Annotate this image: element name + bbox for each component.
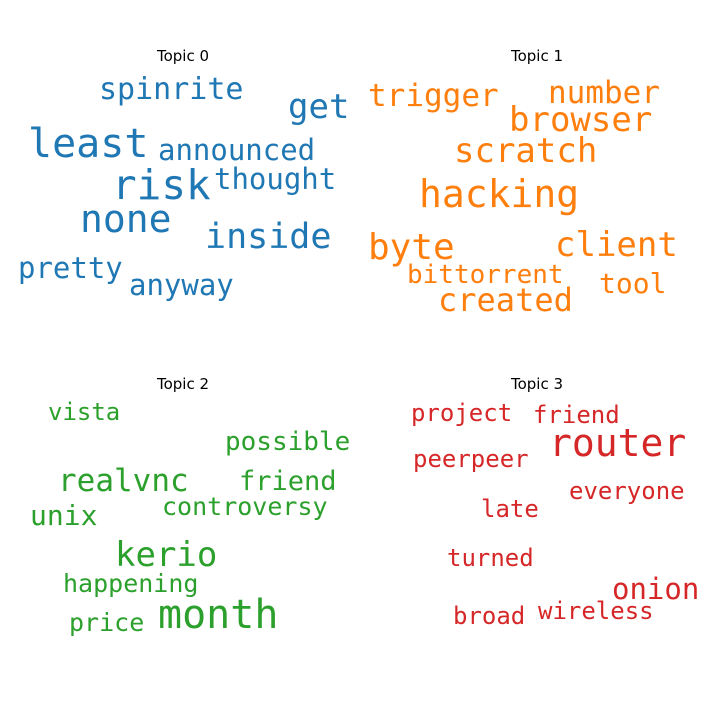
word-unix: unix — [30, 499, 97, 532]
word-late: late — [481, 495, 539, 523]
word-month: month — [158, 592, 278, 638]
wordcloud-panel-topic-2: Topic 2 vista possible realvnc friend unix con… — [30, 375, 350, 638]
word-wireless: wireless — [538, 597, 654, 625]
word-risk: risk — [112, 161, 211, 209]
word-controversy: controversy — [162, 492, 328, 521]
word-spinrite: spinrite — [99, 72, 244, 107]
word-scratch: scratch — [454, 131, 597, 171]
panel-title: Topic 3 — [510, 375, 563, 393]
word-anyway: anyway — [129, 268, 234, 302]
word-turned: turned — [447, 544, 534, 572]
word-vista: vista — [48, 398, 120, 426]
word-project: project — [411, 399, 512, 427]
word-onion: onion — [612, 572, 699, 606]
word-bittorrent: bittorrent — [407, 260, 564, 290]
word-friend: friend — [239, 466, 337, 497]
word-least: least — [28, 121, 148, 167]
word-byte: byte — [368, 227, 455, 268]
word-created: created — [438, 281, 573, 319]
panel-title: Topic 0 — [156, 47, 209, 65]
word-peerpeer: peerpeer — [413, 445, 529, 473]
word-none: none — [80, 197, 172, 241]
word-thought: thought — [214, 162, 336, 196]
panel-title: Topic 1 — [510, 47, 563, 65]
word-realvnc: realvnc — [58, 463, 189, 499]
word-trigger: trigger — [368, 78, 499, 114]
word-pretty: pretty — [18, 251, 123, 285]
word-friend: friend — [533, 401, 620, 429]
word-happening: happening — [63, 569, 198, 598]
word-announced: announced — [158, 133, 315, 167]
word-router: router — [549, 421, 686, 465]
word-client: client — [555, 225, 678, 265]
panel-title: Topic 2 — [156, 375, 209, 393]
word-possible: possible — [225, 427, 350, 457]
word-broad: broad — [453, 602, 525, 630]
word-browser: browser — [509, 100, 652, 140]
word-tool: tool — [599, 267, 666, 300]
word-inside: inside — [205, 217, 331, 257]
wordcloud-panel-topic-1: Topic 1 trigger numberbrowserscratchhackin… — [368, 47, 678, 319]
word-everyone: everyone — [569, 477, 685, 505]
word-number: number — [548, 75, 660, 111]
word-kerio: kerio — [115, 535, 217, 575]
word-price: price — [69, 608, 144, 637]
word-hacking: hacking — [419, 172, 579, 216]
word-get: get — [288, 87, 349, 127]
